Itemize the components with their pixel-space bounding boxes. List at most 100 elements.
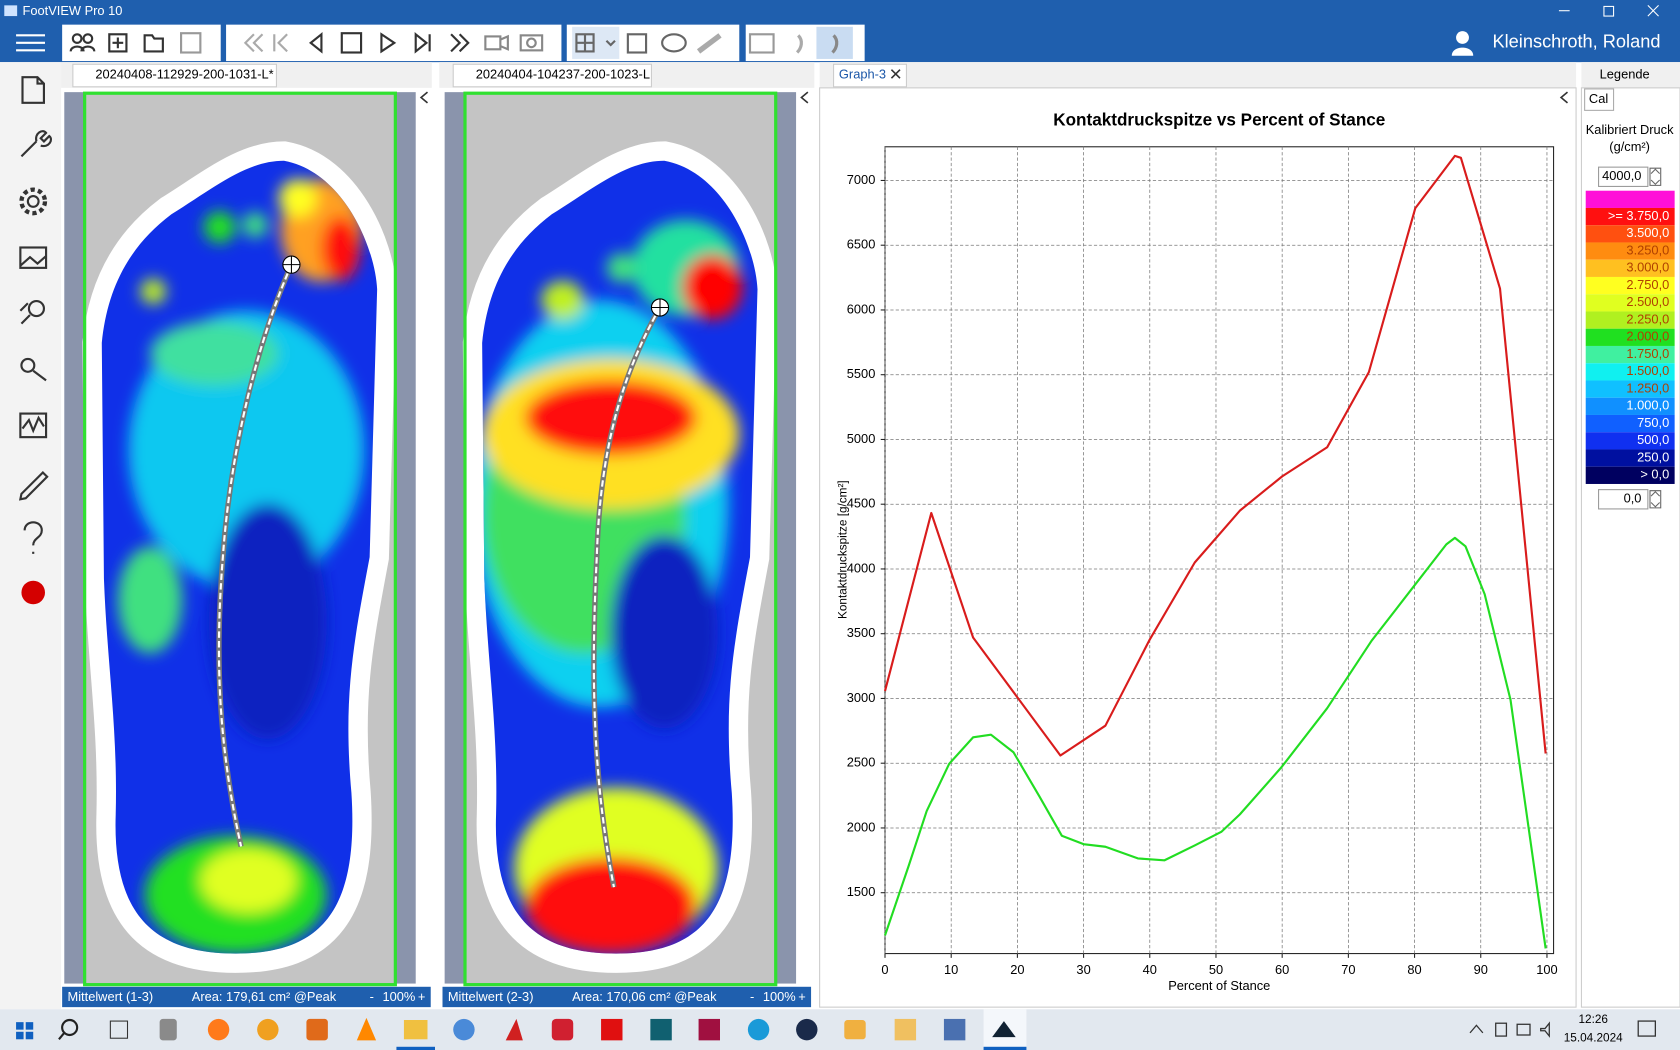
rect-shape (108, 33, 128, 53)
record-button[interactable] (21, 580, 46, 605)
zoom-in[interactable]: + (798, 989, 806, 1004)
start-button[interactable] (16, 1022, 34, 1040)
scale-label: 2.250,0 (1626, 311, 1669, 326)
circle-shape (82, 33, 94, 44)
tab[interactable] (452, 63, 652, 88)
collapse-button[interactable] (419, 91, 429, 104)
scale-label: 2.750,0 (1626, 277, 1669, 292)
x-tick-label: 40 (1143, 962, 1157, 977)
rect-shape (519, 34, 544, 52)
tab-label[interactable]: Legende (1600, 66, 1650, 81)
scale-label: > 0,0 (1640, 467, 1669, 482)
selection-frame (83, 91, 397, 987)
user-icon (1456, 31, 1469, 44)
path-shape (19, 255, 47, 267)
clock-time[interactable]: 12:26 (1578, 1013, 1608, 1026)
y-tick-label: 3000 (847, 690, 876, 705)
x-tick-label: 10 (944, 962, 958, 977)
circle-shape (26, 195, 40, 208)
max-input[interactable] (1598, 166, 1649, 187)
rect-shape (16, 1031, 24, 1040)
app-icon (4, 5, 18, 17)
scale-swatch (1585, 380, 1675, 398)
scale-top (1585, 190, 1675, 208)
close-button[interactable] (1647, 4, 1659, 17)
y-tick-label: 5500 (847, 366, 876, 381)
circle-shape (71, 33, 83, 44)
ellipse-shape (541, 280, 584, 320)
tab[interactable] (72, 63, 277, 88)
zoom-out[interactable]: - (750, 989, 754, 1004)
zoom-in[interactable]: + (418, 989, 426, 1004)
scale-label: 2.500,0 (1626, 294, 1669, 309)
scale-swatch (1585, 414, 1675, 433)
scale-swatch (1585, 397, 1675, 415)
collapse-button[interactable] (800, 91, 809, 104)
min-input[interactable] (1598, 489, 1649, 510)
scale-label: 750,0 (1637, 415, 1669, 430)
tab-label[interactable]: 20240404-104237-200-1023-L (476, 66, 650, 81)
tab[interactable] (833, 63, 907, 88)
scale-label: 500,0 (1637, 432, 1669, 447)
zoom-level: 100% (383, 989, 416, 1004)
ellipse-shape (682, 255, 743, 320)
user-name[interactable]: Kleinschroth, Roland (1493, 32, 1661, 52)
tab-label[interactable]: 20240408-112929-200-1031-L* (95, 66, 273, 81)
rect-shape (816, 26, 853, 59)
collapse-button[interactable] (1559, 91, 1569, 104)
rect-shape (19, 412, 48, 439)
restore-button[interactable] (1603, 5, 1615, 17)
tab-close[interactable] (890, 69, 901, 79)
taskbar-apps[interactable] (109, 1009, 1027, 1050)
path-shape (450, 33, 470, 53)
ellipse-shape (525, 857, 697, 954)
ellipse-shape (203, 211, 236, 244)
search-button[interactable] (58, 1032, 66, 1040)
circle-shape (526, 37, 537, 49)
color-scale: >= 3.750,0 3.500,0 3.250,0 3.000,0 2.750,0 2.… (1585, 190, 1675, 484)
path-shape (356, 1017, 377, 1041)
x-tick-label: 80 (1407, 962, 1421, 977)
toolbar-icons[interactable] (69, 26, 853, 59)
search-button[interactable] (61, 1018, 79, 1037)
tab[interactable] (1584, 88, 1615, 111)
legend-title: Kalibriert Druck (1586, 122, 1674, 137)
ellipse-shape (321, 216, 361, 281)
rect-shape (698, 1018, 721, 1041)
y-tick-label: 2500 (847, 755, 876, 770)
tab-label[interactable]: Graph-3 (839, 66, 886, 81)
max-value[interactable]: 4000,0 (1602, 168, 1641, 183)
y-tick-label: 6500 (847, 237, 876, 252)
system-tray[interactable] (1469, 1020, 1657, 1038)
ellipse-shape (661, 33, 687, 53)
circle-shape (19, 187, 48, 216)
sidebar-icons[interactable] (18, 76, 53, 554)
zoom-out[interactable]: - (370, 989, 374, 1004)
ellipse-shape (242, 212, 268, 238)
plot: 0 10 20 30 40 50 60 70 80 90 100 1500 2000 2500 3000 35… (847, 146, 1558, 977)
ellipse-shape (525, 380, 697, 456)
ellipse-shape (117, 546, 183, 654)
menu-button[interactable] (16, 34, 46, 52)
status-bar (62, 986, 431, 1008)
legend-title: (g/cm²) (1609, 139, 1650, 154)
path-shape (112, 37, 124, 49)
spinner[interactable] (1649, 167, 1662, 186)
min-value[interactable]: 0,0 (1624, 491, 1642, 506)
path-shape (576, 34, 616, 52)
path-shape (696, 33, 722, 54)
scale-label: 3.250,0 (1626, 242, 1669, 257)
circle-shape (453, 1018, 475, 1041)
rect-shape (340, 32, 363, 54)
legend-tab[interactable]: Cal (1589, 91, 1608, 106)
clock-date[interactable]: 15.04.2024 (1564, 1031, 1623, 1044)
path-shape (380, 32, 397, 54)
rect-shape (109, 1020, 129, 1039)
zoom-level: 100% (763, 989, 796, 1004)
ellipse-shape (606, 252, 637, 283)
ellipse-shape (150, 321, 279, 386)
spinner[interactable] (1649, 490, 1662, 509)
path-shape (143, 34, 164, 53)
taskbar (0, 1009, 1680, 1050)
